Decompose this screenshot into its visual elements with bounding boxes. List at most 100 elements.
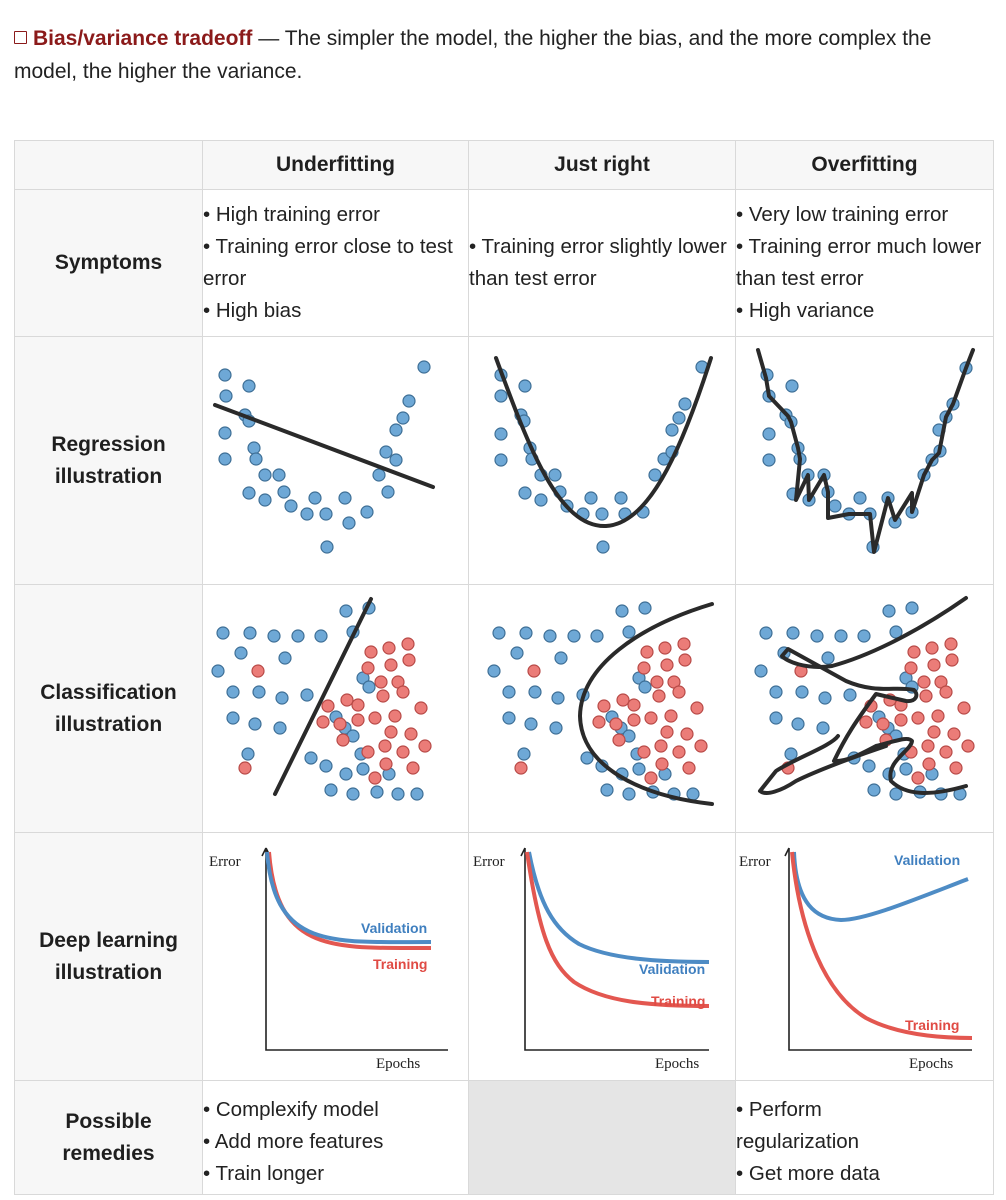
blue-point [517, 746, 531, 761]
red-point [333, 716, 347, 731]
red-point [917, 674, 931, 689]
intro-text: — The simpler the model, the higher the … [14, 27, 932, 83]
blue-point [362, 679, 376, 694]
header-corner [14, 140, 203, 190]
classification-overfitting-plot [754, 595, 975, 801]
symptom-item: • High training error [203, 203, 380, 226]
red-point [876, 716, 890, 731]
deep-learning-overfitting-plot: Error Validation Training Epochs [739, 847, 973, 1072]
red-point [672, 744, 686, 759]
blue-point [248, 716, 262, 731]
axes [520, 847, 709, 1051]
x-axis-label: Epochs [655, 1056, 699, 1072]
blue-point [319, 758, 333, 773]
red-point [939, 684, 953, 699]
blue-point [528, 684, 542, 699]
regression-underfitting-plot [213, 359, 435, 554]
blue-point [543, 628, 557, 643]
blue-point [769, 684, 783, 699]
red-point [925, 640, 939, 655]
red-point [922, 756, 936, 771]
scatter-points [487, 600, 708, 801]
remedy-item: • Complexify model [203, 1097, 379, 1121]
blue-point [759, 625, 773, 640]
row-label-classification: Classification illustration [14, 584, 203, 833]
validation-label: Validation [639, 961, 705, 977]
blue-point [769, 710, 783, 725]
classification-overfitting [735, 584, 994, 833]
blue-point [300, 687, 314, 702]
blue-point [339, 603, 353, 618]
blue-point [226, 684, 240, 699]
y-axis-label: Error [209, 854, 241, 870]
symptom-item: • Training error much lower than test er… [736, 235, 982, 290]
fit-line [213, 402, 435, 489]
decision-boundary-loop [758, 733, 888, 795]
red-point [418, 738, 432, 753]
red-point [404, 726, 418, 741]
row-label-remedies: Possible remedies [14, 1080, 203, 1195]
deep-learning-overfitting: Error Validation Training Epochs [735, 832, 994, 1081]
scatter-points [494, 359, 709, 554]
red-point [677, 636, 691, 651]
red-point [609, 716, 623, 731]
validation-curve [792, 851, 969, 922]
blue-point [267, 628, 281, 643]
red-point [945, 652, 959, 667]
red-point [637, 660, 651, 675]
classification-underfitting-plot [211, 596, 432, 801]
decision-boundary [780, 595, 968, 795]
blue-point [795, 684, 809, 699]
blue-point [324, 782, 338, 797]
red-point [364, 644, 378, 659]
red-point [361, 744, 375, 759]
classification-label-line1: Classification [40, 680, 177, 704]
deep-learning-underfitting-plot: Error Validation Training Epochs [209, 847, 448, 1072]
remedy-item: • Train longer [203, 1161, 325, 1185]
red-point [931, 708, 945, 723]
blue-point [580, 750, 594, 765]
blue-point [810, 628, 824, 643]
blue-point [275, 690, 289, 705]
blue-point [273, 720, 287, 735]
symptom-item: • Very low training error [736, 203, 949, 226]
blue-point [600, 782, 614, 797]
red-point [378, 738, 392, 753]
red-point [514, 760, 528, 775]
red-point [321, 698, 335, 713]
red-point [340, 692, 354, 707]
x-axis-label: Epochs [909, 1056, 953, 1072]
blue-point [304, 750, 318, 765]
remedies-overfitting: • Perform regularization • Get more data [735, 1080, 994, 1195]
blue-point [843, 687, 857, 702]
blue-point [622, 786, 636, 801]
fit-curve [494, 355, 713, 528]
red-point [592, 714, 606, 729]
remedies-underfitting: • Complexify model • Add more features •… [202, 1080, 469, 1195]
deep-learning-just-right: Error Validation Training Epochs [468, 832, 736, 1081]
training-label: Training [373, 956, 427, 972]
validation-curve [527, 851, 710, 964]
red-point [682, 760, 696, 775]
blue-point [487, 663, 501, 678]
red-point [904, 660, 918, 675]
blue-point [502, 684, 516, 699]
red-point [690, 700, 704, 715]
scatter-points [754, 600, 975, 801]
remedy-item: • Add more features [203, 1129, 384, 1153]
red-point [680, 726, 694, 741]
red-point [644, 770, 658, 785]
classification-underfitting [202, 584, 469, 833]
red-point [627, 697, 641, 712]
red-point [927, 724, 941, 739]
validation-curve [265, 851, 432, 944]
red-point [406, 760, 420, 775]
blue-point [889, 624, 903, 639]
blue-point [786, 625, 800, 640]
blue-point [821, 650, 835, 665]
y-axis-label: Error [739, 854, 771, 870]
red-point [654, 738, 668, 753]
training-label: Training [905, 1017, 959, 1033]
red-point [384, 724, 398, 739]
blue-point [754, 663, 768, 678]
